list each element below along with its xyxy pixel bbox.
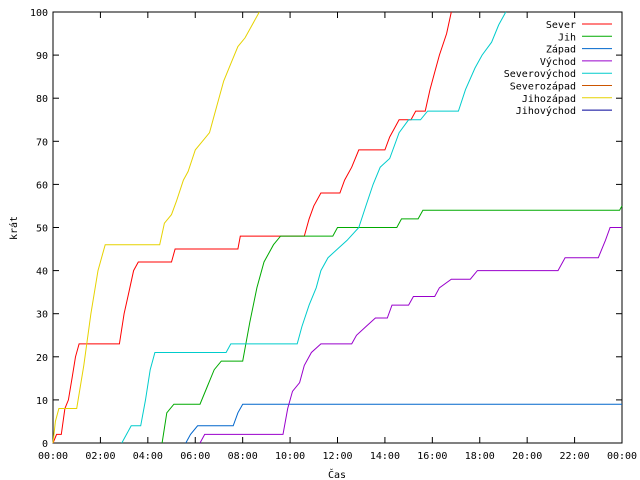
series-line-jihozapad: [52, 11, 260, 444]
series-line-jih: [161, 205, 623, 444]
legend-label: Východ: [540, 56, 576, 68]
x-tick-label: 16:00: [417, 451, 447, 462]
y-tick-label: 0: [42, 439, 48, 450]
y-axis-title: krát: [8, 216, 20, 240]
legend: SeverJihZápadVýchodSeverovýchodSeverozáp…: [504, 20, 612, 117]
legend-label: Jihozápad: [522, 93, 576, 105]
y-tick-label: 70: [36, 137, 48, 148]
y-tick-label: 80: [36, 94, 48, 105]
x-tick-label: 12:00: [322, 451, 352, 462]
legend-label: Severovýchod: [504, 68, 576, 80]
x-tick-label: 04:00: [133, 451, 163, 462]
x-tick-label: 08:00: [228, 451, 258, 462]
x-tick-label: 22:00: [560, 451, 590, 462]
series-line-vychod: [199, 227, 622, 444]
y-tick-label: 50: [36, 224, 48, 235]
x-tick-label: 00:00: [607, 451, 637, 462]
legend-label: Jih: [558, 32, 576, 43]
y-tick-label: 30: [36, 310, 48, 321]
y-tick-label: 90: [36, 51, 48, 62]
series-line-zapad: [185, 403, 622, 444]
x-axis: 00:00 02:00 04:00 06:00 08:00 10:00 12:00 14:00…: [38, 12, 637, 462]
y-tick-label: 100: [30, 8, 48, 19]
x-tick-label: 00:00: [38, 451, 68, 462]
legend-label: Severozápad: [510, 81, 576, 93]
series-line-severovychod: [121, 11, 507, 444]
x-tick-label: 20:00: [512, 451, 542, 462]
x-tick-label: 18:00: [465, 451, 495, 462]
x-tick-label: 06:00: [180, 451, 210, 462]
x-tick-label: 02:00: [85, 451, 115, 462]
y-axis: 0 10 20 30 40 50 60 70 80 90 100: [30, 8, 622, 450]
x-tick-label: 10:00: [275, 451, 305, 462]
x-tick-label: 14:00: [370, 451, 400, 462]
y-tick-label: 20: [36, 353, 48, 364]
y-tick-label: 10: [36, 396, 48, 407]
x-axis-title: Čas: [328, 468, 346, 480]
legend-label: Sever: [546, 20, 576, 31]
legend-label: Západ: [546, 44, 576, 56]
legend-label: Jihovýchod: [516, 105, 576, 117]
y-tick-label: 60: [36, 180, 48, 191]
y-tick-label: 40: [36, 267, 48, 278]
series-lines: [52, 11, 623, 444]
series-line-sever: [52, 11, 452, 444]
